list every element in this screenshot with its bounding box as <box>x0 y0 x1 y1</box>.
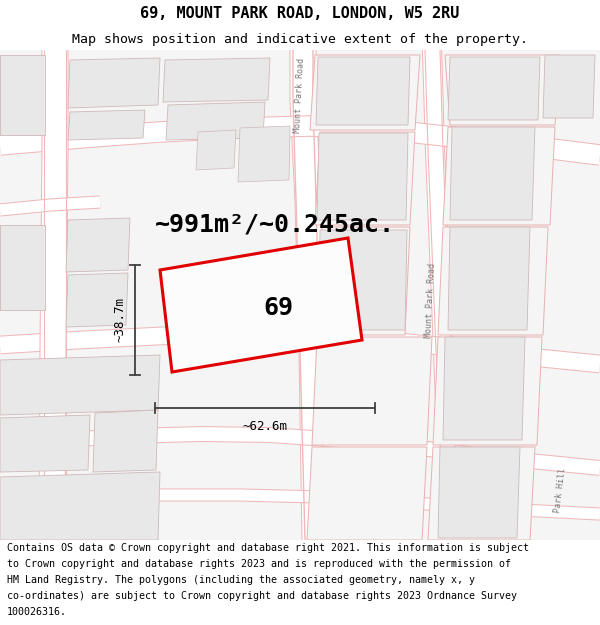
Text: 100026316.: 100026316. <box>7 607 67 617</box>
Text: HM Land Registry. The polygons (including the associated geometry, namely x, y: HM Land Registry. The polygons (includin… <box>7 575 475 585</box>
Polygon shape <box>0 415 90 472</box>
Text: co-ordinates) are subject to Crown copyright and database rights 2023 Ordnance S: co-ordinates) are subject to Crown copyr… <box>7 591 517 601</box>
Polygon shape <box>428 447 535 540</box>
Polygon shape <box>312 337 432 445</box>
Polygon shape <box>438 227 548 335</box>
Text: Mount Park Road: Mount Park Road <box>424 262 436 338</box>
Text: ~38.7m: ~38.7m <box>114 298 127 343</box>
Polygon shape <box>448 227 530 330</box>
Polygon shape <box>443 337 525 440</box>
Polygon shape <box>166 102 265 140</box>
Polygon shape <box>307 447 427 540</box>
Polygon shape <box>317 133 408 220</box>
Text: ~991m²/~0.245ac.: ~991m²/~0.245ac. <box>155 213 395 237</box>
Text: Mount Park Road: Mount Park Road <box>293 58 305 132</box>
Polygon shape <box>196 130 236 170</box>
Text: Park Hill: Park Hill <box>553 467 567 513</box>
Text: to Crown copyright and database rights 2023 and is reproduced with the permissio: to Crown copyright and database rights 2… <box>7 559 511 569</box>
Text: Contains OS data © Crown copyright and database right 2021. This information is : Contains OS data © Crown copyright and d… <box>7 542 529 552</box>
Polygon shape <box>0 225 45 310</box>
Polygon shape <box>318 230 407 330</box>
Polygon shape <box>66 273 128 327</box>
Polygon shape <box>68 110 145 140</box>
Polygon shape <box>0 472 160 540</box>
Polygon shape <box>310 55 420 130</box>
Polygon shape <box>238 126 290 182</box>
Polygon shape <box>0 55 45 135</box>
Polygon shape <box>93 410 158 472</box>
Text: Map shows position and indicative extent of the property.: Map shows position and indicative extent… <box>72 32 528 46</box>
Polygon shape <box>317 227 410 335</box>
Text: 69, MOUNT PARK ROAD, LONDON, W5 2RU: 69, MOUNT PARK ROAD, LONDON, W5 2RU <box>140 6 460 21</box>
Polygon shape <box>443 127 555 225</box>
Polygon shape <box>543 55 595 118</box>
Polygon shape <box>450 127 535 220</box>
Polygon shape <box>316 57 410 125</box>
Polygon shape <box>315 132 415 225</box>
Polygon shape <box>433 337 542 445</box>
Polygon shape <box>66 218 130 272</box>
Polygon shape <box>68 58 160 108</box>
Polygon shape <box>448 57 540 120</box>
Polygon shape <box>0 355 160 415</box>
Polygon shape <box>160 238 362 372</box>
Text: ~62.6m: ~62.6m <box>242 420 287 433</box>
Polygon shape <box>445 55 560 125</box>
Polygon shape <box>163 58 270 102</box>
Text: 69: 69 <box>263 296 293 320</box>
Polygon shape <box>438 447 520 538</box>
